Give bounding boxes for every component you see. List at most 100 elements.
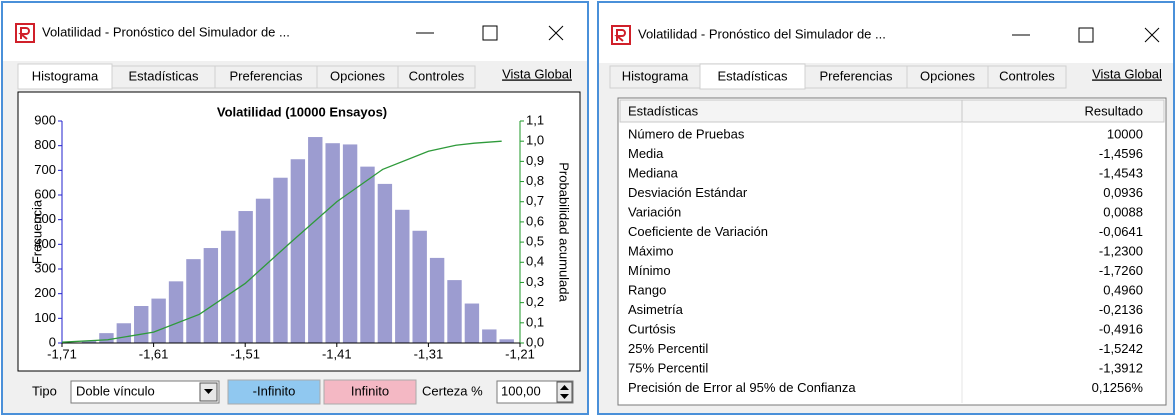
window-title: Volatilidad - Pronóstico del Simulador d… (42, 24, 290, 39)
histogram-bar (499, 339, 514, 343)
y-tick-label: 600 (34, 186, 56, 201)
stat-value: -1,2300 (1099, 243, 1143, 258)
x-tick-label: -1,71 (47, 346, 77, 361)
histogram-bar (395, 209, 410, 343)
cumulative-line (61, 140, 502, 343)
vista-global-link[interactable]: Vista Global (1092, 66, 1162, 81)
histogram-bar (360, 166, 375, 343)
histogram-bar (151, 298, 166, 343)
histogram-bar (377, 183, 393, 343)
stat-name: Máximo (628, 243, 674, 258)
tipo-label: Tipo (32, 383, 57, 398)
histogram-bar (308, 137, 323, 343)
tab-label[interactable]: Estadísticas (717, 68, 788, 83)
y-tick-label: 800 (34, 137, 56, 152)
maximize-button[interactable] (482, 25, 498, 41)
y-axis-label: Frecuencia (29, 199, 44, 264)
title-bar (3, 3, 587, 61)
y2-tick-label: 0,1 (526, 314, 544, 329)
stat-value: 10000 (1107, 126, 1143, 141)
spinner[interactable] (556, 381, 573, 403)
x-tick-label: -1,51 (230, 346, 260, 361)
tab[interactable] (699, 63, 806, 90)
histogram-bar (464, 303, 480, 343)
histogram-bar (186, 259, 201, 343)
tab-label[interactable]: Preferencias (230, 68, 303, 83)
tipo-select[interactable] (70, 380, 220, 404)
y2-tick-label: 0,5 (526, 234, 544, 249)
histogram-bar (116, 323, 132, 343)
stat-value: -1,5242 (1099, 341, 1143, 356)
minus-infinity-label[interactable]: -Infinito (253, 383, 296, 398)
plus-infinity-label[interactable]: Infinito (351, 383, 389, 398)
stat-value: 0,4960 (1103, 282, 1143, 297)
stat-name: Número de Pruebas (628, 126, 745, 141)
stat-value: -0,0641 (1099, 224, 1143, 239)
tab-label[interactable]: Estadísticas (128, 68, 199, 83)
app-icon-r (614, 29, 626, 42)
stat-value: -0,2136 (1099, 302, 1143, 317)
stat-value: -1,4596 (1099, 146, 1143, 161)
header-cell: Estadísticas (628, 103, 699, 118)
y2-tick-label: 1,0 (526, 133, 544, 148)
stat-name: Desviación Estándar (628, 185, 748, 200)
table-header (619, 99, 1165, 123)
maximize-button[interactable] (1078, 27, 1094, 43)
stat-name: Curtósis (628, 321, 676, 336)
y-tick-label: 200 (34, 285, 56, 300)
vista-global-link[interactable]: Vista Global (502, 66, 572, 81)
minus-infinity-button[interactable] (227, 379, 321, 405)
y-tick-label: 300 (34, 260, 56, 275)
stat-value: -1,4543 (1099, 165, 1143, 180)
stat-value: -0,4916 (1099, 321, 1143, 336)
stat-value: -1,3912 (1099, 360, 1143, 375)
tab-label[interactable]: Histograma (32, 68, 99, 83)
stat-name: Rango (628, 282, 666, 297)
close-button[interactable] (1144, 27, 1160, 43)
x-tick-label: -1,31 (414, 346, 444, 361)
y2-tick-label: 0,3 (526, 274, 544, 289)
y-tick-label: 500 (34, 211, 56, 226)
stat-name: 25% Percentil (628, 341, 708, 356)
tab-label[interactable]: Preferencias (820, 68, 893, 83)
close-button[interactable] (548, 25, 564, 41)
certeza-value[interactable]: 100,00 (501, 383, 541, 398)
y2-tick-label: 1,1 (526, 112, 544, 127)
stat-name: Asimetría (628, 302, 684, 317)
y-tick-label: 0 (49, 334, 56, 349)
header-cell: Resultado (1084, 103, 1143, 118)
window-title: Volatilidad - Pronóstico del Simulador d… (638, 26, 886, 41)
y2-tick-label: 0,7 (526, 193, 544, 208)
x-tick-label: -1,41 (322, 346, 352, 361)
tab[interactable] (987, 65, 1067, 89)
tipo-value: Doble vínculo (76, 383, 155, 398)
tab[interactable] (17, 63, 113, 90)
tab[interactable] (397, 65, 476, 89)
y2-tick-label: 0,8 (526, 173, 544, 188)
histogram-bar (342, 144, 358, 343)
histogram-bar (325, 143, 340, 343)
tab-label[interactable]: Controles (999, 68, 1055, 83)
tab-label[interactable]: Opciones (920, 68, 975, 83)
y-tick-label: 100 (34, 310, 56, 325)
certeza-label: Certeza % (422, 383, 483, 398)
stat-value: 0,0088 (1103, 204, 1143, 219)
plus-infinity-button[interactable] (323, 379, 417, 405)
x-tick-label: -1,21 (505, 346, 535, 361)
histogram-bar (447, 280, 462, 343)
certeza-input[interactable] (496, 380, 574, 404)
histogram-bar (134, 306, 149, 343)
tab-label[interactable]: Opciones (330, 68, 385, 83)
y-tick-label: 900 (34, 112, 56, 127)
tab-label[interactable]: Controles (409, 68, 465, 83)
y2-tick-label: 0,9 (526, 153, 544, 168)
y2-tick-label: 0,0 (526, 334, 544, 349)
stat-value: 0,0936 (1103, 185, 1143, 200)
tab-label[interactable]: Histograma (622, 68, 689, 83)
dropdown-arrow (204, 389, 213, 394)
y-tick-label: 400 (34, 236, 56, 251)
stat-name: Media (628, 146, 664, 161)
histogram-bar (99, 333, 114, 343)
